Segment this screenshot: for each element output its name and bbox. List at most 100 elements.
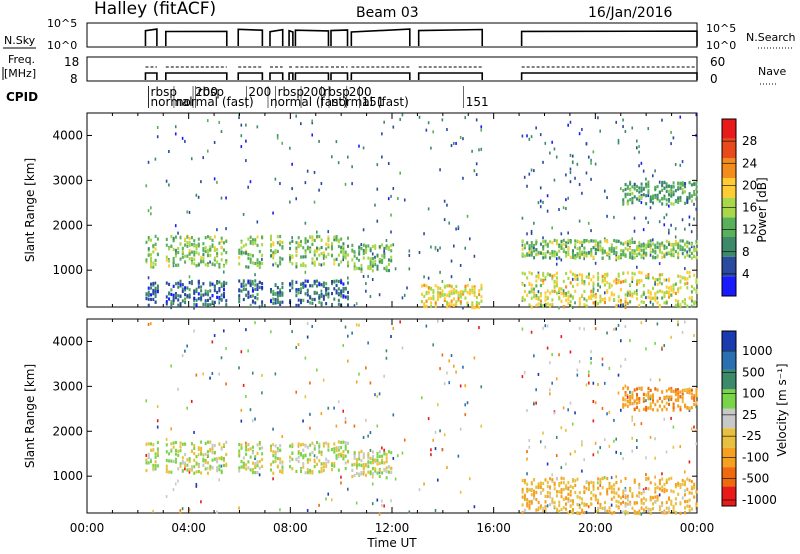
- echo-cell: [222, 444, 225, 449]
- echo-cell: [152, 463, 155, 468]
- cpid-label-text: rbsp: [278, 85, 304, 99]
- echo-cell: [238, 296, 241, 301]
- echo-cell: [606, 196, 608, 200]
- echo-cell: [535, 253, 538, 257]
- echo-cell: [608, 482, 611, 486]
- echo-cell: [663, 246, 666, 251]
- echo-cell: [642, 292, 645, 296]
- echo-cell: [446, 128, 448, 132]
- echo-cell: [450, 284, 453, 288]
- echo-cell: [668, 189, 671, 193]
- echo-cell: [279, 243, 281, 247]
- echo-cell: [240, 134, 243, 138]
- echo-cell: [274, 297, 277, 302]
- echo-cell: [622, 198, 625, 202]
- echo-cell: [665, 252, 668, 256]
- echo-cell: [626, 186, 629, 190]
- echo-cell: [188, 457, 191, 461]
- echo-cell: [679, 244, 682, 248]
- echo-cell: [565, 496, 568, 501]
- echo-cell: [681, 388, 684, 392]
- echo-cell: [150, 297, 153, 302]
- echo-cell: [688, 254, 691, 258]
- echo-cell: [256, 261, 259, 265]
- echo-cell: [537, 295, 540, 300]
- echo-cell: [281, 465, 284, 470]
- echo-cell: [340, 440, 343, 445]
- echo-cell: [690, 251, 693, 255]
- echo-cell: [318, 283, 321, 287]
- echo-cell: [342, 294, 345, 298]
- echo-cell: [645, 506, 648, 510]
- echo-cell: [322, 468, 325, 473]
- echo-cell: [571, 253, 574, 257]
- echo-cell: [295, 249, 298, 253]
- echo-cell: [535, 485, 538, 489]
- echo-cell: [553, 279, 556, 284]
- echo-cell: [211, 238, 214, 242]
- echo-cell: [530, 296, 533, 300]
- echo-cell: [665, 185, 668, 189]
- echo-cell: [376, 187, 379, 191]
- echo-cell: [174, 452, 177, 456]
- echo-cell: [302, 263, 305, 268]
- echo-cell: [640, 182, 643, 186]
- echo-cell: [299, 289, 302, 293]
- echo-cell: [528, 445, 531, 449]
- echo-cell: [574, 273, 577, 277]
- echo-cell: [674, 291, 677, 296]
- echo-cell: [539, 506, 542, 510]
- echo-cell: [279, 260, 282, 264]
- echo-cell: [695, 247, 698, 252]
- echo-cell: [640, 193, 643, 198]
- echo-cell: [567, 246, 570, 251]
- echo-cell: [521, 271, 524, 275]
- echo-cell: [274, 262, 277, 266]
- echo-cell: [362, 452, 365, 456]
- echo-cell: [551, 254, 554, 258]
- ytick-label: 4000: [52, 334, 83, 348]
- echo-cell: [172, 259, 175, 264]
- echo-cell: [633, 402, 636, 406]
- echo-cell: [299, 263, 302, 267]
- echo-cell: [383, 374, 385, 378]
- echo-cell: [610, 243, 613, 247]
- echo-cell: [679, 286, 682, 290]
- echo-cell: [172, 301, 175, 305]
- echo-cell: [313, 297, 316, 302]
- echo-cell: [316, 246, 319, 250]
- echo-cell: [369, 265, 372, 270]
- echo-cell: [546, 324, 549, 328]
- echo-cell: [578, 132, 581, 136]
- echo-cell: [603, 297, 606, 301]
- echo-cell: [165, 302, 168, 306]
- echo-cell: [597, 288, 599, 292]
- echo-cell: [638, 195, 641, 199]
- echo-cell: [553, 178, 556, 182]
- echo-cell: [681, 160, 684, 164]
- echo-cell: [558, 297, 561, 301]
- echo-cell: [387, 262, 390, 267]
- echo-cell: [331, 155, 333, 159]
- echo-cell: [562, 238, 565, 242]
- echo-cell: [340, 289, 343, 293]
- echo-cell: [530, 245, 533, 250]
- echo-cell: [325, 282, 328, 286]
- echo-cell: [378, 469, 381, 473]
- echo-cell: [333, 442, 336, 446]
- echo-cell: [592, 287, 595, 291]
- echo-cell: [392, 125, 395, 129]
- echo-cell: [658, 281, 661, 285]
- nsky-frame: [86, 22, 698, 48]
- echo-cell: [360, 269, 363, 273]
- echo-cell: [590, 177, 592, 181]
- echo-cell: [562, 206, 565, 210]
- echo-cell: [645, 477, 648, 482]
- echo-cell: [617, 272, 620, 276]
- echo-cell: [156, 453, 159, 458]
- echo-cell: [679, 163, 682, 167]
- echo-cell: [590, 502, 593, 506]
- echo-cell: [455, 227, 457, 231]
- echo-cell: [150, 459, 153, 464]
- echo-cell: [688, 248, 691, 252]
